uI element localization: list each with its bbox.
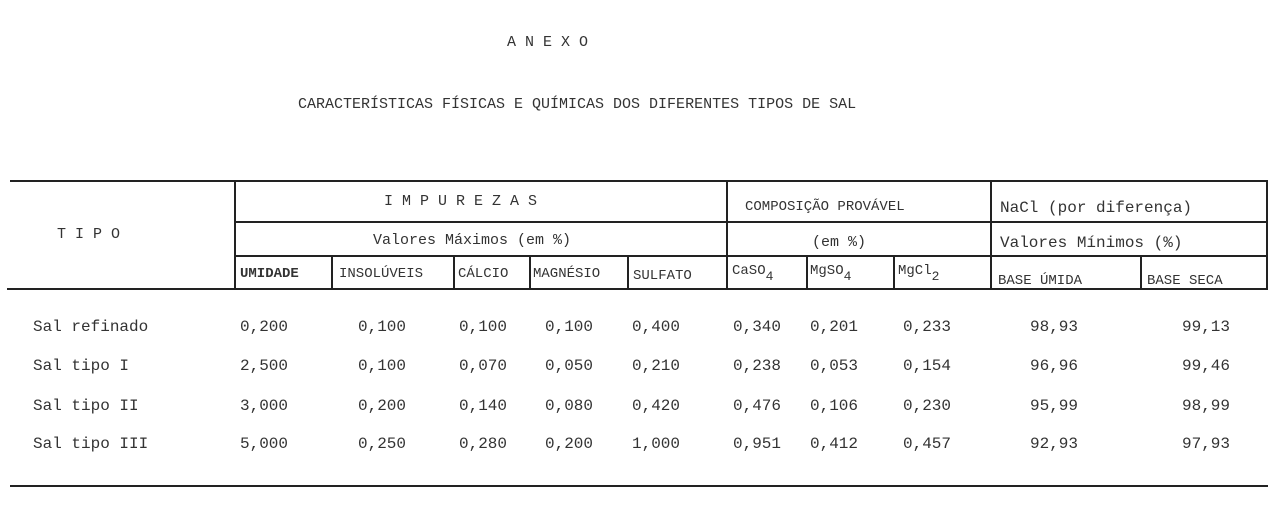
table-cell: 97,93 <box>1182 435 1231 453</box>
col-caso4: CaSO4 <box>732 263 774 284</box>
col-sulfato: SULFATO <box>633 268 692 284</box>
row-tipo: Sal tipo III <box>33 435 149 453</box>
table-cell: 0,140 <box>459 397 508 415</box>
table-cell: 0,400 <box>632 318 681 336</box>
table-cell: 98,99 <box>1182 397 1231 415</box>
rule <box>235 221 1268 223</box>
table-cell: 3,000 <box>240 397 289 415</box>
nacl-header: NaCl (por diferença) <box>1000 199 1193 217</box>
table-cell: 0,951 <box>733 435 782 453</box>
table-cell: 0,100 <box>358 318 407 336</box>
table-cell: 0,050 <box>545 357 594 375</box>
table-cell: 0,080 <box>545 397 594 415</box>
col-base-seca: BASE SECA <box>1147 273 1223 289</box>
table-bottom-rule <box>10 485 1268 487</box>
table-cell: 96,96 <box>1030 357 1079 375</box>
table-cell: 0,230 <box>903 397 952 415</box>
table-cell: 0,476 <box>733 397 782 415</box>
annex-heading: A N E X O <box>507 34 589 51</box>
table-cell: 0,420 <box>632 397 681 415</box>
col-mgcl2: MgCl2 <box>898 263 940 284</box>
table-cell: 0,201 <box>810 318 859 336</box>
impurezas-subheader: Valores Máximos (em %) <box>373 232 572 249</box>
table-cell: 0,210 <box>632 357 681 375</box>
col-umidade: UMIDADE <box>240 266 299 282</box>
rule <box>235 255 1268 257</box>
table-cell: 0,412 <box>810 435 859 453</box>
col-mgso4: MgSO4 <box>810 263 852 284</box>
rule <box>726 180 728 290</box>
table-cell: 5,000 <box>240 435 289 453</box>
col-calcio: CÁLCIO <box>458 266 509 282</box>
row-tipo: Sal tipo I <box>33 357 130 375</box>
table-cell: 1,000 <box>632 435 681 453</box>
table-cell: 95,99 <box>1030 397 1079 415</box>
table-cell: 0,100 <box>545 318 594 336</box>
table-cell: 98,93 <box>1030 318 1079 336</box>
row-tipo: Sal tipo II <box>33 397 139 415</box>
composicao-subheader: (em %) <box>812 234 867 251</box>
table-cell: 0,238 <box>733 357 782 375</box>
table-cell: 0,200 <box>545 435 594 453</box>
rule <box>806 256 808 290</box>
rule <box>1140 256 1142 290</box>
table-cell: 0,200 <box>240 318 289 336</box>
rule <box>893 256 895 290</box>
table-top-rule <box>10 180 1268 182</box>
table-cell: 0,070 <box>459 357 508 375</box>
table-cell: 92,93 <box>1030 435 1079 453</box>
table-cell: 99,46 <box>1182 357 1231 375</box>
table-cell: 0,200 <box>358 397 407 415</box>
col-insoluveis: INSOLÚVEIS <box>339 266 424 282</box>
col-magnesio: MAGNÉSIO <box>533 266 601 282</box>
table-cell: 0,457 <box>903 435 952 453</box>
table-cell: 0,100 <box>358 357 407 375</box>
rule <box>990 180 992 290</box>
impurezas-header: I M P U R E Z A S <box>384 193 538 210</box>
table-cell: 99,13 <box>1182 318 1231 336</box>
rule <box>627 256 629 290</box>
table-cell: 0,154 <box>903 357 952 375</box>
table-cell: 0,053 <box>810 357 859 375</box>
table-cell: 0,106 <box>810 397 859 415</box>
tipo-header: T I P O <box>57 226 121 243</box>
rule <box>331 256 333 290</box>
table-cell: 0,340 <box>733 318 782 336</box>
document-title: CARACTERÍSTICAS FÍSICAS E QUÍMICAS DOS D… <box>298 96 857 113</box>
header-bottom-rule <box>7 288 1268 290</box>
composicao-header: COMPOSIÇÃO PROVÁVEL <box>745 199 905 215</box>
rule <box>234 180 236 290</box>
col-base-umida: BASE ÚMIDA <box>998 273 1083 289</box>
rule <box>1266 180 1268 290</box>
table-cell: 0,250 <box>358 435 407 453</box>
table-cell: 2,500 <box>240 357 289 375</box>
rule <box>453 256 455 290</box>
row-tipo: Sal refinado <box>33 318 149 336</box>
nacl-subheader: Valores Mínimos (%) <box>1000 234 1183 252</box>
table-cell: 0,100 <box>459 318 508 336</box>
table-cell: 0,280 <box>459 435 508 453</box>
rule <box>529 256 531 290</box>
table-cell: 0,233 <box>903 318 952 336</box>
